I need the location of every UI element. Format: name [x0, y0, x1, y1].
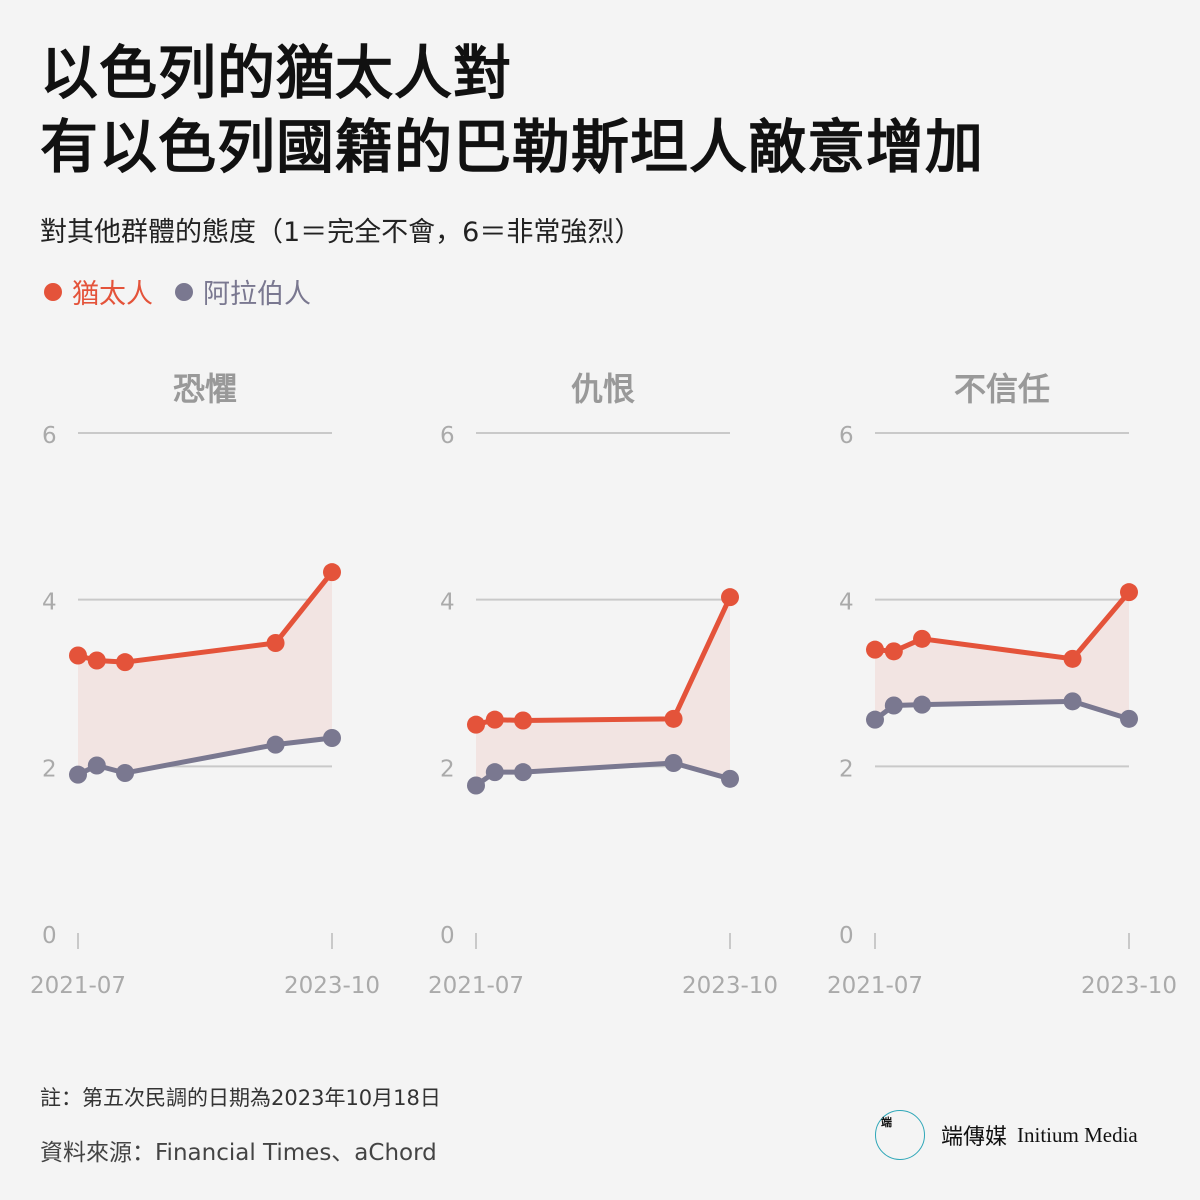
title-line-2: 有以色列國籍的巴勒斯坦人敵意增加	[40, 113, 985, 181]
chart-1-ytick-label: 6	[42, 423, 57, 449]
chart-2-point-jewish	[485, 710, 504, 729]
chart-2-ytick-label: 0	[440, 923, 455, 949]
chart-3-ytick-label: 2	[839, 756, 854, 782]
subtitle: 對其他群體的態度（1＝完全不會，6＝非常強烈）	[40, 217, 642, 248]
chart-3-ytick-label: 6	[839, 423, 854, 449]
chart-1-xtick-label: 2021-07	[30, 973, 126, 999]
chart-3-point-arab	[913, 695, 932, 714]
chart-3-point-arab	[884, 696, 903, 715]
chart-2-point-jewish	[721, 588, 739, 607]
chart-3-point-arab	[866, 710, 884, 729]
page-title: 以色列的猶太人對 有以色列國籍的巴勒斯坦人敵意增加	[40, 36, 984, 184]
chart-1-gap-band	[78, 572, 332, 775]
chart-2-point-arab	[514, 763, 533, 782]
chart-1-point-arab	[87, 756, 106, 775]
legend: 猶太人 阿拉伯人	[44, 272, 333, 311]
chart-3-point-jewish	[913, 629, 932, 648]
chart-1-point-jewish	[266, 634, 285, 652]
chart-3-point-jewish	[866, 640, 884, 659]
brand-logo-text: 端	[881, 1116, 892, 1129]
chart-1-ytick-label: 4	[42, 590, 57, 616]
legend-dot-jewish	[44, 282, 62, 301]
chart-2-point-jewish	[664, 709, 683, 728]
source-note: 資料來源：Financial Times、aChord	[40, 1140, 437, 1166]
chart-2-point-arab	[467, 776, 485, 795]
brand: 端 端傳媒 Initium Media	[875, 1110, 1138, 1160]
chart-2-point-arab	[485, 763, 504, 782]
chart-2-ytick-label: 4	[440, 590, 455, 616]
chart-3-point-arab	[1120, 709, 1138, 728]
chart-1-point-arab	[116, 764, 135, 782]
chart-2-xtick-label: 2021-07	[428, 973, 524, 999]
chart-1-point-jewish	[323, 563, 341, 582]
chart-1-title: 恐懼	[173, 370, 237, 408]
chart-2-point-jewish	[514, 711, 533, 730]
chart-3-ytick-label: 4	[839, 590, 854, 616]
chart-1-point-jewish	[87, 651, 106, 670]
chart-2-gap-band	[476, 597, 730, 786]
legend-item-arab: 阿拉伯人	[175, 272, 311, 311]
chart-2-point-arab	[721, 769, 739, 788]
chart-2-ytick-label: 2	[440, 756, 455, 782]
chart-2-point-arab	[664, 754, 683, 772]
chart-1-ytick-label: 0	[42, 923, 57, 949]
chart-1-point-arab	[69, 765, 87, 784]
chart-2-ytick-label: 6	[440, 423, 455, 449]
chart-1-xtick-label: 2023-10	[284, 973, 380, 999]
chart-1-ytick-label: 2	[42, 756, 57, 782]
legend-label-arab: 阿拉伯人	[203, 279, 311, 310]
chart-2-point-jewish	[467, 715, 485, 734]
legend-label-jewish: 猶太人	[72, 279, 153, 310]
brand-name: 端傳媒	[941, 1125, 1008, 1150]
brand-name-en: Initium Media	[1017, 1122, 1138, 1147]
legend-dot-arab	[175, 282, 193, 301]
chart-3-point-jewish	[1120, 583, 1138, 602]
chart-3-xtick-label: 2023-10	[1081, 973, 1177, 999]
chart-1-point-jewish	[116, 653, 135, 672]
chart-3-ytick-label: 0	[839, 923, 854, 949]
chart-3-point-jewish	[1063, 649, 1082, 668]
chart-1-point-arab	[266, 735, 285, 754]
chart-2-title: 仇恨	[571, 370, 635, 408]
brand-logo-icon: 端	[875, 1110, 925, 1160]
chart-1-point-jewish	[69, 646, 87, 665]
title-line-1: 以色列的猶太人對	[40, 39, 513, 107]
chart-3-point-arab	[1063, 692, 1082, 711]
chart-3-xtick-label: 2021-07	[827, 973, 923, 999]
chart-2-xtick-label: 2023-10	[682, 973, 778, 999]
chart-1-point-arab	[323, 729, 341, 747]
chart-3-title: 不信任	[954, 370, 1050, 408]
chart-3-gap-band	[875, 592, 1129, 720]
legend-item-jewish: 猶太人	[44, 272, 153, 311]
chart-3-point-jewish	[884, 642, 903, 661]
footnote: 註：第五次民調的日期為2023年10月18日	[40, 1086, 441, 1110]
